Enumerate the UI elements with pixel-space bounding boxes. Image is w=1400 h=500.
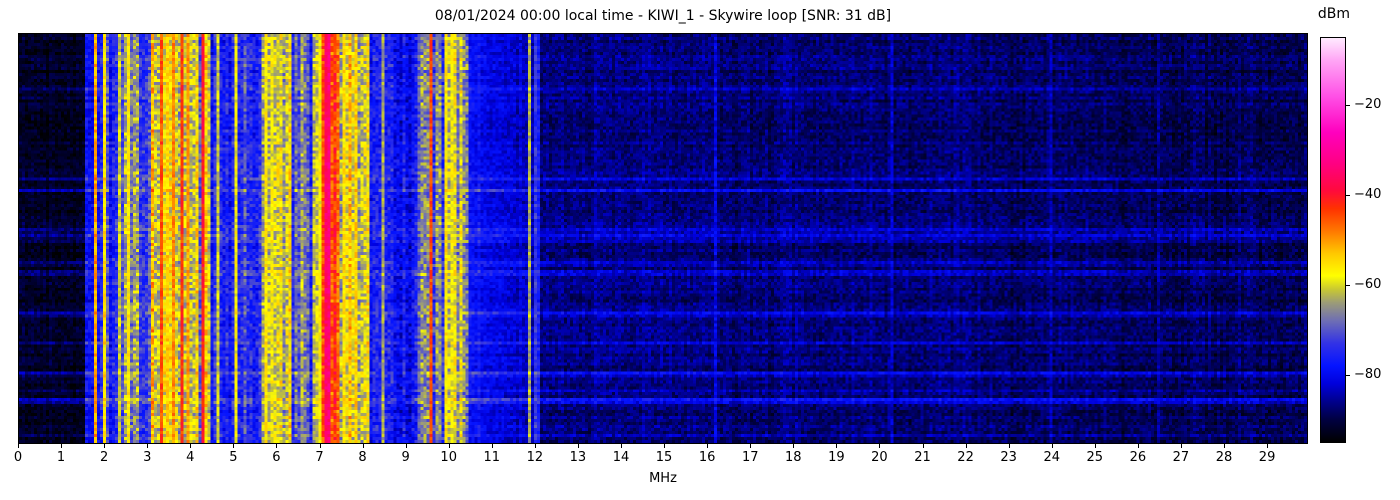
x-tick-label: 25 xyxy=(1086,450,1104,465)
colorbar xyxy=(1320,37,1346,443)
x-tick-label: 19 xyxy=(828,450,845,465)
x-tick xyxy=(1051,444,1053,448)
x-tick xyxy=(750,444,752,448)
x-tick xyxy=(879,444,881,448)
x-axis-label: MHz xyxy=(649,471,677,486)
x-tick xyxy=(405,444,407,448)
colorbar-gradient xyxy=(1321,38,1345,442)
x-tick xyxy=(1180,444,1182,448)
x-tick-label: 5 xyxy=(229,450,238,465)
x-tick xyxy=(448,444,450,448)
colorbar-ticks: −20 −40 −60 −80 xyxy=(1346,37,1400,443)
x-tick-label: 22 xyxy=(957,450,974,465)
colorbar-tick-label: −60 xyxy=(1354,277,1382,293)
x-tick xyxy=(61,444,63,448)
x-tick-label: 2 xyxy=(100,450,109,465)
x-tick xyxy=(276,444,278,448)
x-tick-label: 0 xyxy=(13,450,23,465)
x-tick xyxy=(319,444,321,448)
x-tick xyxy=(621,444,622,448)
x-tick xyxy=(18,444,19,448)
spectrogram-plot xyxy=(18,33,1308,444)
x-tick xyxy=(1267,444,1269,448)
x-tick-label: 24 xyxy=(1043,450,1060,465)
colorbar-tick xyxy=(1346,194,1350,196)
x-tick-label: 27 xyxy=(1172,450,1190,465)
x-tick xyxy=(793,444,795,448)
x-tick-label: 28 xyxy=(1215,450,1233,465)
colorbar-tick-label: −40 xyxy=(1354,187,1382,203)
colorbar-tick xyxy=(1346,285,1350,287)
x-tick xyxy=(965,444,967,448)
colorbar-tick xyxy=(1346,375,1350,377)
x-tick xyxy=(577,444,579,448)
x-tick-label: 11 xyxy=(483,450,501,465)
x-tick-label: 13 xyxy=(569,450,587,465)
x-tick-label: 14 xyxy=(612,450,630,465)
spectrogram-canvas xyxy=(19,34,1307,443)
x-tick xyxy=(147,444,149,448)
colorbar-tick xyxy=(1346,104,1350,106)
x-tick xyxy=(1224,444,1225,448)
colorbar-tick-label: −80 xyxy=(1354,367,1382,383)
x-tick-label: 20 xyxy=(871,450,888,465)
colorbar-tick-label: −20 xyxy=(1354,96,1382,112)
x-tick-label: 18 xyxy=(785,450,802,465)
x-tick xyxy=(922,444,924,448)
x-tick-label: 29 xyxy=(1258,450,1276,465)
x-tick-label: 21 xyxy=(914,450,931,465)
x-tick xyxy=(707,444,709,448)
x-tick xyxy=(1008,444,1010,448)
colorbar-unit-label: dBm xyxy=(1317,6,1351,22)
x-tick xyxy=(362,444,364,448)
x-tick xyxy=(1137,444,1139,448)
x-tick-label: 6 xyxy=(272,450,281,465)
x-tick-label: 1 xyxy=(56,450,66,465)
x-tick-label: 26 xyxy=(1129,450,1147,465)
x-tick-label: 3 xyxy=(143,450,152,465)
x-tick xyxy=(491,444,493,448)
x-tick xyxy=(233,444,235,448)
x-tick xyxy=(190,444,192,448)
x-tick xyxy=(664,444,666,448)
x-tick-label: 23 xyxy=(1000,450,1017,465)
x-tick-label: 15 xyxy=(655,450,673,465)
x-tick-label: 8 xyxy=(358,450,367,465)
x-tick-label: 10 xyxy=(440,450,457,465)
x-tick xyxy=(836,444,838,448)
x-tick-label: 16 xyxy=(698,450,716,465)
x-tick xyxy=(104,444,106,448)
x-tick-label: 4 xyxy=(186,450,195,465)
x-tick xyxy=(1094,444,1096,448)
x-tick-label: 9 xyxy=(401,450,410,465)
x-tick-label: 7 xyxy=(315,450,324,465)
x-tick-label: 17 xyxy=(741,450,759,465)
x-tick xyxy=(534,444,536,448)
plot-title: 08/01/2024 00:00 local time - KIWI_1 - S… xyxy=(434,8,892,24)
x-tick-label: 12 xyxy=(526,450,544,465)
